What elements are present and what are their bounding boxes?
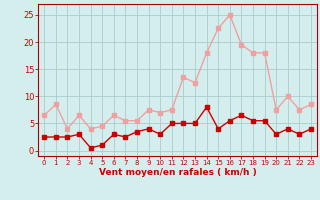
X-axis label: Vent moyen/en rafales ( km/h ): Vent moyen/en rafales ( km/h ) xyxy=(99,168,256,177)
